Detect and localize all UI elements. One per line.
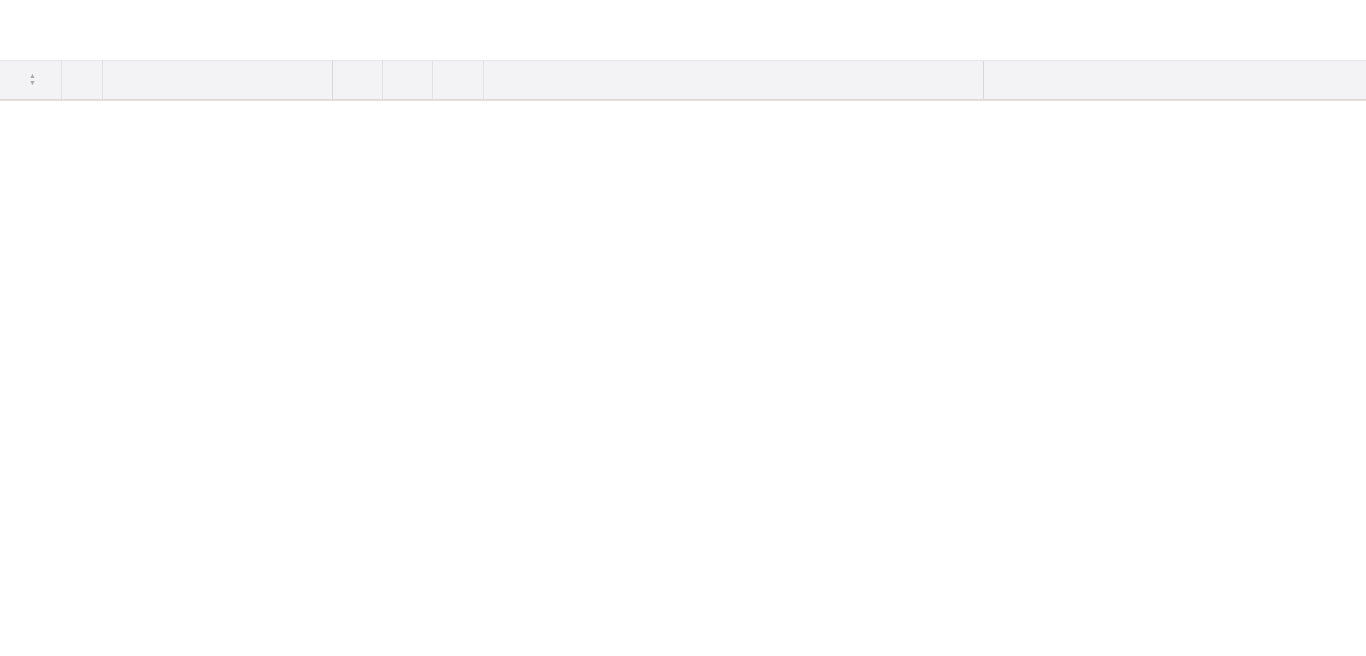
- disclaimer-note: [0, 42, 1366, 60]
- select-number-row: [0, 100, 1366, 128]
- header-group-dist: [103, 61, 333, 99]
- header-span2: [383, 61, 433, 99]
- header-group-trend: [484, 61, 984, 99]
- header-span1: [333, 61, 383, 99]
- sort-icon: ▲ ▼: [29, 73, 36, 87]
- header-prize: [62, 61, 103, 99]
- header-span-total: [433, 61, 484, 99]
- table-header: ▲ ▼: [0, 60, 1366, 100]
- header-period[interactable]: ▲ ▼: [0, 61, 62, 99]
- top-bar: [0, 0, 1366, 42]
- header-group-analysis: [984, 61, 1366, 99]
